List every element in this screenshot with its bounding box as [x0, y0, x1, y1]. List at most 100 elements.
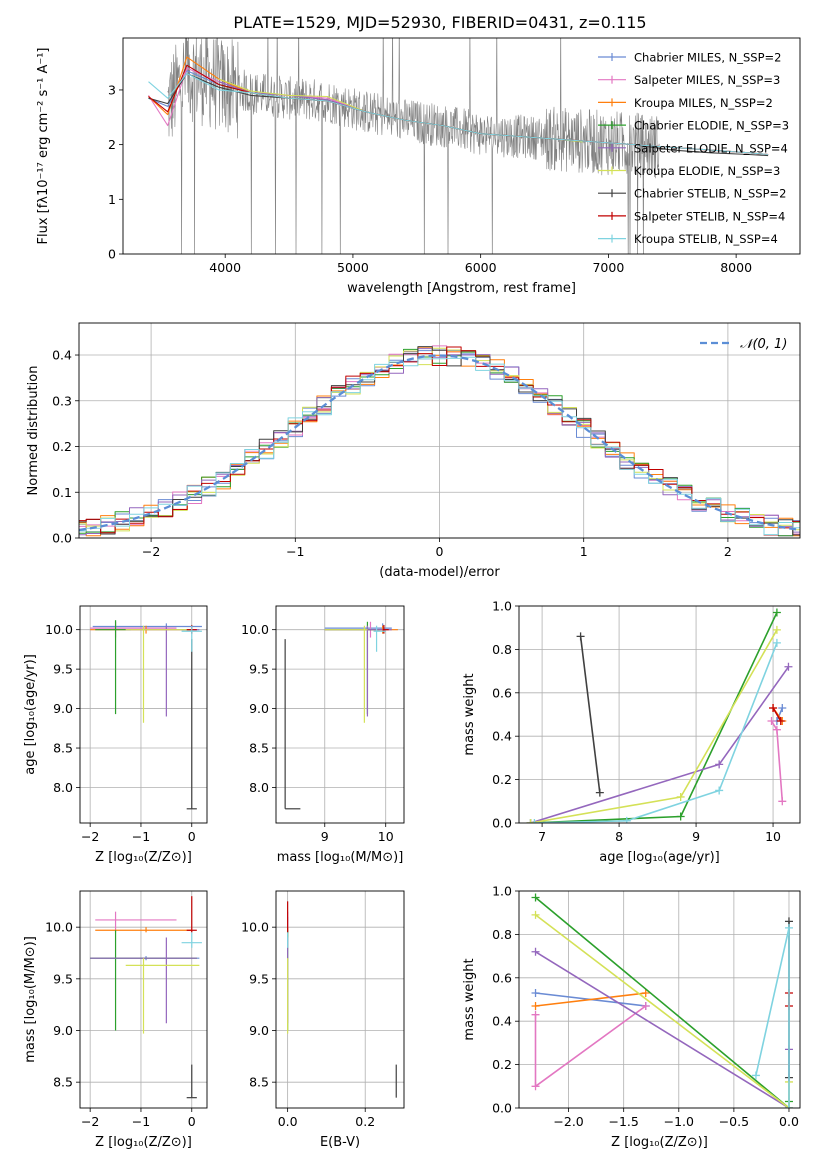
error-cross: [95, 927, 192, 933]
normal-curve: [79, 354, 800, 532]
x-tick-label: 4000: [209, 260, 241, 275]
error-cross: [95, 620, 131, 715]
x-tick-label: −1: [286, 544, 304, 559]
panel-age_vs_Z: −2 −1 0 8.0 8.5 9.0 9.5 10.0 Z [log₁₀(Z/Z⊙)] age …: [23, 605, 208, 865]
y-tick-label: 0.4: [492, 729, 512, 744]
x-tick-label: 0: [436, 544, 444, 559]
weight-point-marker: [772, 608, 781, 617]
y-tick-label: 10.0: [241, 920, 269, 935]
y-axis-label: Flux [fλ10⁻¹⁷ erg cm⁻² s⁻¹ A⁻¹]: [36, 48, 51, 245]
x-tick-label: 10: [765, 829, 781, 844]
error-cross: [92, 623, 202, 630]
y-tick-label: 9.5: [53, 971, 73, 986]
x-tick-label: −1: [132, 1114, 150, 1129]
x-tick-label: 5000: [337, 260, 369, 275]
legend: 𝒩(0, 1): [700, 337, 787, 352]
x-axis-label: E(B-V): [320, 1135, 360, 1150]
x-tick-label: 1: [580, 544, 588, 559]
y-tick-label: 0.4: [492, 1014, 512, 1029]
x-tick-label: −1: [132, 829, 150, 844]
error-cross: [125, 625, 200, 717]
x-tick-label: 10: [378, 829, 394, 844]
y-tick-label: 10.0: [45, 920, 73, 935]
x-axis-label: age [log₁₀(age/yr)]: [599, 850, 720, 865]
weight-point-marker: [769, 703, 778, 712]
error-cross: [125, 625, 192, 723]
axes-frame: [122, 37, 801, 255]
weight-series-line: [535, 914, 790, 1108]
plot-area-weight_vs_age: [526, 608, 793, 823]
plot-area-mass_vs_Z: [90, 896, 202, 1099]
x-tick-label: 9: [692, 829, 700, 844]
weight-point-marker: [778, 703, 787, 712]
weight-point-marker: [526, 819, 535, 823]
y-tick-label: 1.0: [492, 884, 512, 899]
x-axis-label: (data-model)/error: [379, 565, 500, 580]
y-tick-label: 0.2: [492, 772, 512, 787]
legend-label: Chabrier ELODIE, N_SSP=3: [634, 119, 789, 133]
legend: Chabrier MILES, N_SSP=2 Salpeter MILES, N…: [598, 51, 789, 246]
y-tick-label: 2: [108, 137, 116, 152]
y-tick-label: 1.0: [492, 599, 512, 614]
x-tick-label: −2: [142, 544, 160, 559]
weight-point-marker: [784, 1104, 793, 1108]
weight-point-marker: [595, 788, 604, 797]
x-axis-label: Z [log₁₀(Z/Z⊙)]: [95, 1135, 192, 1150]
weight-series-line: [579, 636, 601, 793]
residual-histogram: [79, 349, 800, 537]
weight-series-line: [535, 951, 790, 1108]
error-cross: [181, 932, 202, 948]
axes-frame: [275, 890, 405, 1109]
x-axis-label: mass [log₁₀(M/M⊙)]: [277, 850, 404, 865]
x-tick-label: −1.0: [664, 1114, 694, 1129]
error-cross: [324, 623, 392, 634]
y-tick-label: 9.0: [249, 1023, 269, 1038]
x-axis-label: wavelength [Angstrom, rest frame]: [347, 281, 576, 296]
panel-residuals: −2 −1 0 1 2 0.0 0.1 0.2 0.3 0.4 (data-model)/error…: [26, 322, 801, 580]
weight-point-marker: [778, 797, 787, 806]
y-tick-label: 8.0: [53, 780, 73, 795]
x-tick-label: −2.0: [553, 1114, 583, 1129]
grid-mass_vs_EBV: [276, 891, 404, 1108]
x-tick-label: −1.5: [609, 1114, 639, 1129]
error-cross: [373, 625, 386, 652]
panel-weight_vs_age: 7 8 9 10 0.0 0.2 0.4 0.6 0.8 1.0 age [log₁₀(age/yr…: [462, 599, 801, 865]
plot-area-residuals: [79, 345, 800, 537]
weight-point-marker: [641, 988, 650, 997]
weight-series-line: [772, 707, 782, 722]
weight-series-line: [534, 642, 778, 823]
y-tick-label: 1: [108, 192, 116, 207]
y-tick-label: 0.0: [492, 816, 512, 831]
y-axis-label: mass weight: [462, 958, 477, 1040]
axes-frame: [518, 890, 801, 1109]
weight-series-line: [534, 1005, 647, 1088]
axes-frame: [79, 890, 208, 1109]
error-cross: [125, 958, 200, 1034]
weight-series-line: [530, 629, 778, 823]
y-tick-label: 0.8: [492, 927, 512, 942]
legend-label: 𝒩(0, 1): [740, 337, 787, 352]
plot-area-weight_vs_Z: [531, 893, 793, 1108]
y-tick-label: 0: [108, 247, 116, 262]
legend-label: Kroupa ELODIE, N_SSP=3: [634, 164, 780, 178]
weight-point-marker: [772, 725, 781, 734]
y-tick-label: 0.3: [52, 393, 72, 408]
observed-spectrum: [167, 38, 660, 254]
y-tick-label: 0.6: [492, 685, 512, 700]
residual-histogram: [79, 347, 800, 532]
x-tick-label: −2: [81, 1114, 99, 1129]
figure-title: PLATE=1529, MJD=52930, FIBERID=0431, z=0…: [233, 13, 646, 32]
y-axis-label: age [log₁₀(age/yr)]: [23, 654, 38, 775]
y-tick-label: 9.0: [53, 1023, 73, 1038]
y-tick-label: 0.4: [52, 348, 72, 363]
y-axis-label: Normed distribution: [26, 366, 41, 496]
weight-point-marker: [531, 1010, 540, 1019]
y-tick-label: 8.5: [53, 1075, 73, 1090]
residual-histogram: [79, 356, 800, 536]
x-tick-label: 0.2: [355, 1114, 375, 1129]
weight-point-marker: [531, 1002, 540, 1011]
weight-point-marker: [772, 638, 781, 647]
weight-point-marker: [531, 988, 540, 997]
weight-point-marker: [784, 662, 793, 671]
weight-point-marker: [622, 816, 631, 823]
